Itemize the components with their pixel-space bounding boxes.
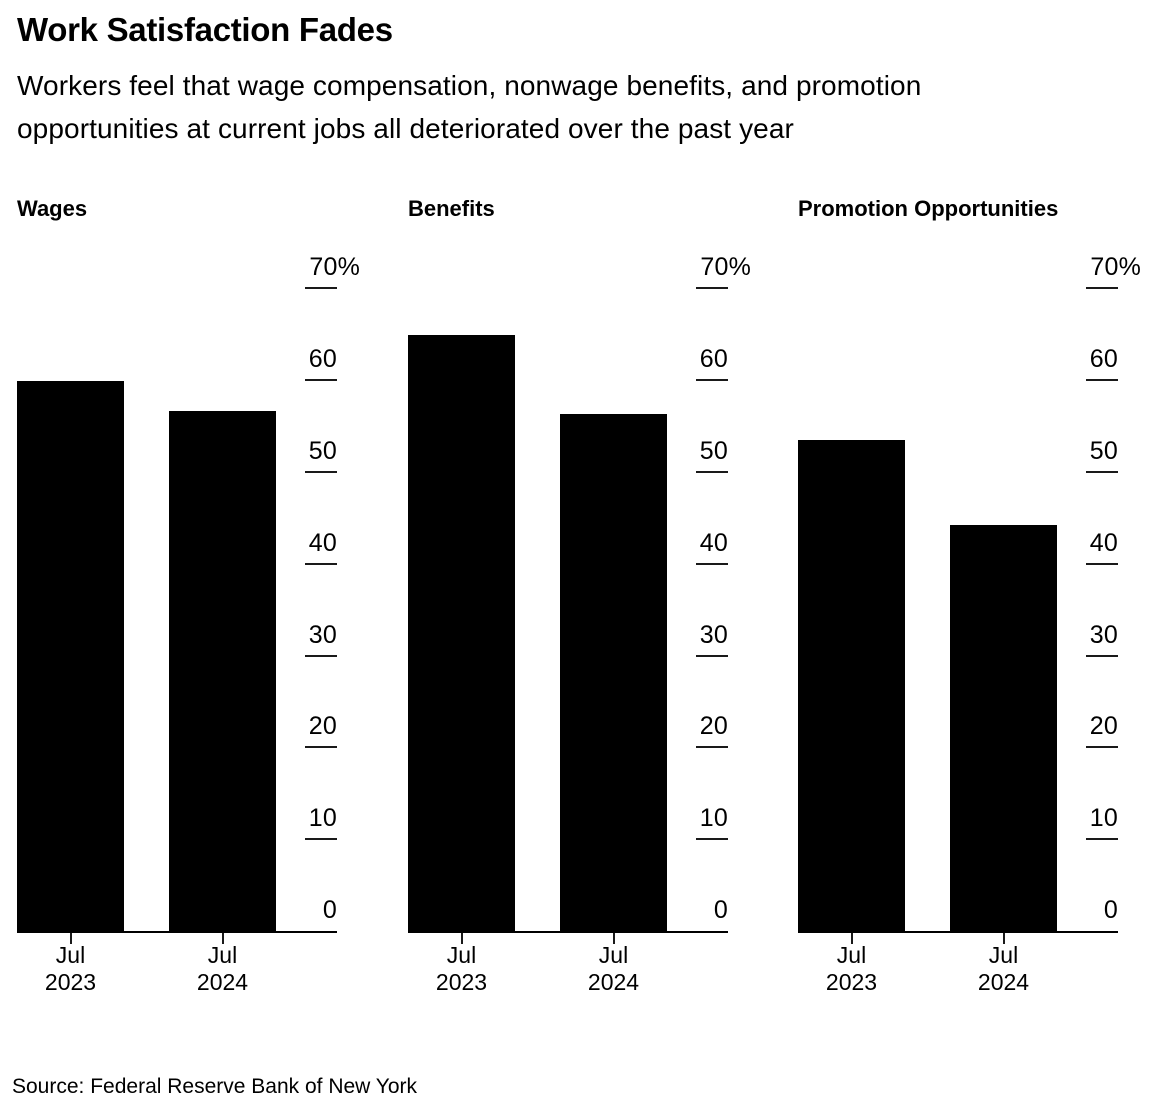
y-tick-mark xyxy=(305,746,337,749)
y-tick-mark xyxy=(1086,287,1118,290)
y-tick-label: 20 xyxy=(699,712,728,741)
x-tick-label: Jul 2023 xyxy=(402,942,522,996)
chart-title: Work Satisfaction Fades xyxy=(17,11,393,48)
y-tick-label: 0 xyxy=(1103,896,1118,924)
chart-panel-promotion-opportunities: Promotion Opportunities 0 10 20 30 40 50 60 70% J… xyxy=(798,195,1150,1010)
y-tick-mark xyxy=(696,746,728,749)
y-tick-label: 40 xyxy=(308,528,337,557)
chart-subtitle-line-1: Workers feel that wage compensation, non… xyxy=(17,70,922,101)
x-tick-label: Jul 2023 xyxy=(792,942,912,996)
x-tick-label-line-1: Jul xyxy=(988,942,1019,968)
x-tick-mark xyxy=(612,933,615,944)
x-tick-label-line-1: Jul xyxy=(55,942,86,968)
y-tick-label: 30 xyxy=(308,620,337,649)
panel-title: Wages xyxy=(17,196,88,221)
y-tick-mark xyxy=(696,471,728,473)
y-tick-label: 60 xyxy=(1089,345,1118,374)
panel-title: Promotion Opportunities xyxy=(798,196,1059,221)
bar-promotion-opportunities-jul-2024 xyxy=(950,525,1057,931)
y-tick-mark xyxy=(305,654,337,657)
y-tick-label: 10 xyxy=(308,804,337,833)
bar-benefits-jul-2024 xyxy=(560,414,667,931)
x-tick-label-line-2: 2024 xyxy=(196,969,249,995)
y-tick-label: 40 xyxy=(1089,528,1118,557)
y-tick-label: 40 xyxy=(699,528,728,557)
x-tick-label-line-2: 2023 xyxy=(435,969,488,995)
x-tick-label-line-1: Jul xyxy=(207,942,238,968)
bar-benefits-jul-2023 xyxy=(408,335,515,931)
chart-subtitle-line-2: opportunities at current jobs all deteri… xyxy=(17,113,794,144)
y-tick-label: 20 xyxy=(1089,712,1118,741)
x-tick-label: Jul 2024 xyxy=(163,942,283,996)
bar-wages-jul-2024 xyxy=(169,410,276,931)
y-tick-label: 10 xyxy=(1089,804,1118,833)
y-tick-label: 20 xyxy=(308,712,337,741)
bar-promotion-opportunities-jul-2023 xyxy=(798,439,905,931)
x-tick-label: Jul 2024 xyxy=(554,942,674,996)
y-tick-mark xyxy=(1086,379,1118,382)
x-tick-mark xyxy=(1002,933,1005,944)
y-tick-mark xyxy=(1086,838,1118,841)
y-tick-mark xyxy=(305,287,337,290)
y-tick-label: 50 xyxy=(699,437,728,465)
panel-title: Benefits xyxy=(408,196,495,221)
y-tick-label: 70% xyxy=(309,253,360,282)
y-tick-mark xyxy=(696,379,728,382)
y-tick-label: 10 xyxy=(699,804,728,833)
y-tick-label: 30 xyxy=(1089,620,1118,649)
x-tick-label-line-2: 2024 xyxy=(587,969,640,995)
y-tick-mark xyxy=(696,287,728,290)
y-tick-mark xyxy=(305,838,337,841)
chart-panel-wages: Wages 0 10 20 30 40 50 60 70% Jul 2023 Jul 2024 xyxy=(17,195,382,1010)
y-tick-label: 70% xyxy=(700,253,751,282)
y-tick-label: 0 xyxy=(322,896,337,924)
x-tick-label-line-2: 2024 xyxy=(977,969,1030,995)
y-tick-mark xyxy=(1086,471,1118,473)
x-tick-mark xyxy=(850,933,853,944)
y-tick-mark xyxy=(1086,746,1118,749)
x-tick-label-line-1: Jul xyxy=(836,942,867,968)
y-tick-mark xyxy=(696,654,728,657)
charts-row: Wages 0 10 20 30 40 50 60 70% Jul 2023 Jul 2024 Benef… xyxy=(17,195,1150,1010)
x-tick-label-line-2: 2023 xyxy=(44,969,97,995)
x-tick-mark xyxy=(69,933,72,944)
x-axis-line-and-plot: 0 10 20 30 40 50 60 70% xyxy=(17,250,360,933)
chart-panel-benefits: Benefits 0 10 20 30 40 50 60 70% Jul 2023 Jul 2024 xyxy=(408,195,773,1010)
y-tick-label: 0 xyxy=(713,896,728,924)
y-tick-label: 60 xyxy=(308,345,337,374)
chart-subtitle: Workers feel that wage compensation, non… xyxy=(17,64,921,150)
y-tick-mark xyxy=(305,379,337,382)
x-tick-label-line-1: Jul xyxy=(598,942,629,968)
y-tick-label: 30 xyxy=(699,620,728,649)
source-note: Source: Federal Reserve Bank of New York xyxy=(12,1075,418,1098)
x-axis-line-and-plot: 0 10 20 30 40 50 60 70% xyxy=(408,250,751,933)
y-tick-label: 50 xyxy=(1089,437,1118,465)
x-axis-line-and-plot: 0 10 20 30 40 50 60 70% xyxy=(798,250,1141,933)
bar-wages-jul-2023 xyxy=(17,381,124,931)
y-tick-mark xyxy=(696,838,728,841)
x-tick-mark xyxy=(460,933,463,944)
y-tick-mark xyxy=(305,562,337,565)
y-tick-label: 70% xyxy=(1090,253,1141,282)
y-tick-mark xyxy=(1086,562,1118,565)
x-tick-label-line-1: Jul xyxy=(446,942,477,968)
y-tick-mark xyxy=(1086,654,1118,657)
y-tick-label: 60 xyxy=(699,345,728,374)
y-tick-mark xyxy=(696,562,728,565)
x-tick-label: Jul 2023 xyxy=(11,942,131,996)
x-tick-mark xyxy=(221,933,224,944)
x-tick-label: Jul 2024 xyxy=(944,942,1064,996)
y-tick-label: 50 xyxy=(308,437,337,465)
x-tick-label-line-2: 2023 xyxy=(825,969,878,995)
y-tick-mark xyxy=(305,471,337,473)
